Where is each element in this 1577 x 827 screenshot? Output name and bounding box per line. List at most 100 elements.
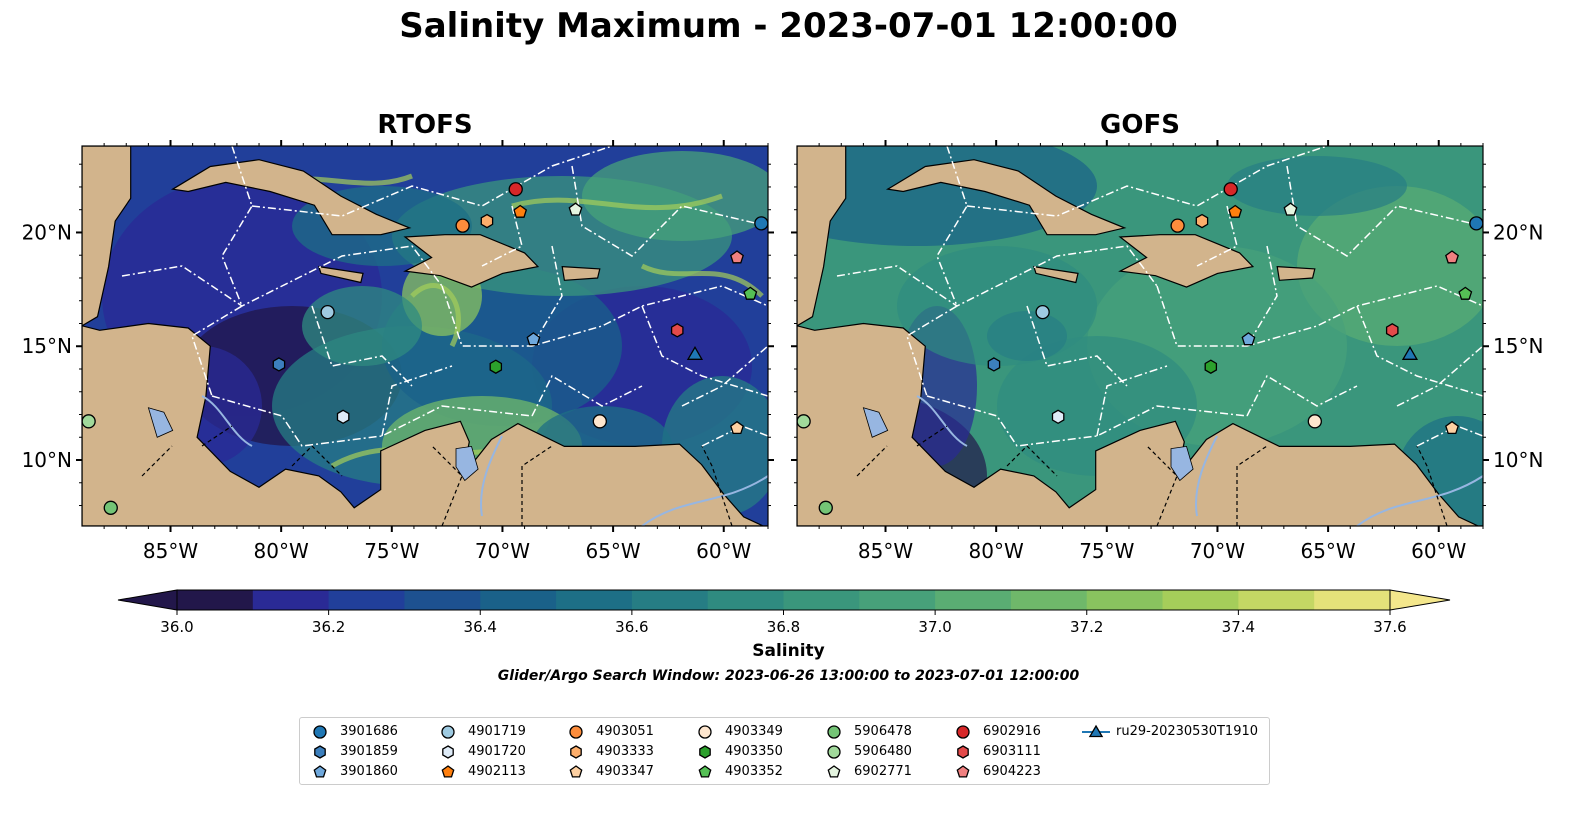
marker-4903350 bbox=[489, 359, 503, 374]
marker-3901860 bbox=[1241, 332, 1256, 346]
legend-marker bbox=[827, 745, 841, 759]
panel-title-rtofs: RTOFS bbox=[377, 110, 473, 140]
legend-marker bbox=[957, 745, 969, 759]
legend-marker bbox=[569, 765, 583, 778]
x-tick-label: 60°W bbox=[1411, 539, 1466, 563]
marker-4903333 bbox=[1195, 213, 1209, 229]
marker-4903333 bbox=[480, 213, 494, 229]
legend-label: 3901686 bbox=[340, 724, 398, 739]
marker-4903347 bbox=[730, 420, 744, 435]
colorbar-tick-label: 36.2 bbox=[312, 618, 345, 636]
legend-marker bbox=[827, 725, 841, 739]
marker-6902771 bbox=[1283, 202, 1298, 216]
x-tick-label: 85°W bbox=[858, 539, 913, 563]
x-tick-label: 80°W bbox=[254, 539, 309, 563]
legend-marker bbox=[956, 725, 970, 739]
legend-label: 6904223 bbox=[983, 764, 1041, 779]
y-tick-label: 20°N bbox=[1493, 220, 1543, 244]
marker-4901719 bbox=[1035, 304, 1050, 320]
map-panel-rtofs: 85°W 80°W 75°W 70°W 65°W 60°W 20°N 15°N 10°N bbox=[22, 140, 774, 563]
marker-4902113 bbox=[1228, 204, 1243, 218]
marker-4903051 bbox=[1170, 218, 1185, 233]
legend-label: 3901859 bbox=[340, 744, 398, 759]
legend-marker bbox=[570, 745, 582, 759]
marker-4903352 bbox=[743, 286, 758, 300]
marker-4903352 bbox=[1458, 286, 1473, 300]
legend: 3901686 3901859 3901860 4901719 4901720 49021… bbox=[299, 717, 1270, 785]
legend-label: 4903350 bbox=[725, 744, 783, 759]
x-tick-label: 85°W bbox=[143, 539, 198, 563]
marker-5906478 bbox=[818, 500, 833, 515]
colorbar-tick-label: 37.2 bbox=[1070, 618, 1103, 636]
marker-5906480 bbox=[797, 414, 811, 429]
legend-marker bbox=[314, 745, 326, 759]
marker-4901720 bbox=[1051, 409, 1065, 425]
marker-4902113 bbox=[513, 204, 528, 218]
legend-marker bbox=[442, 745, 454, 759]
legend-label: 4903333 bbox=[596, 744, 654, 759]
legend-label: 4901720 bbox=[468, 744, 526, 759]
marker-5906480 bbox=[82, 414, 96, 429]
legend-label: 6902771 bbox=[854, 764, 912, 779]
y-tick-label: 20°N bbox=[22, 220, 72, 244]
y-tick-label: 10°N bbox=[1493, 448, 1543, 472]
legend-label: 3901860 bbox=[340, 764, 398, 779]
legend-marker bbox=[699, 745, 711, 759]
legend-label: 5906478 bbox=[854, 724, 912, 739]
marker-6904223 bbox=[1445, 250, 1459, 264]
x-tick-label: 80°W bbox=[969, 539, 1024, 563]
colorbar-tick-label: 36.4 bbox=[464, 618, 497, 636]
marker-3901859 bbox=[272, 357, 286, 372]
marker-4903051 bbox=[455, 218, 470, 233]
legend-marker bbox=[827, 765, 841, 778]
x-tick-label: 75°W bbox=[1079, 539, 1134, 563]
legend-label: 4902113 bbox=[468, 764, 526, 779]
legend-label: 4901719 bbox=[468, 724, 526, 739]
marker-ru29-20230530t1910 bbox=[1401, 346, 1419, 360]
legend-label: 4903347 bbox=[596, 764, 654, 779]
map-panel-gofs: 85°W 80°W 75°W 70°W 65°W 60°W 20°N 15°N 10°N bbox=[791, 140, 1543, 563]
colorbar-tick-label: 36.0 bbox=[160, 618, 193, 636]
marker-6903111 bbox=[1385, 323, 1399, 338]
marker-3901686 bbox=[1469, 216, 1483, 231]
marker-4903349 bbox=[1307, 414, 1322, 429]
chart-title: Salinity Maximum - 2023-07-01 12:00:00 bbox=[399, 6, 1178, 46]
legend-label: 6903111 bbox=[983, 744, 1041, 759]
legend-marker bbox=[441, 765, 455, 778]
legend-marker bbox=[313, 725, 327, 739]
marker-6904223 bbox=[730, 250, 744, 264]
y-tick-label: 15°N bbox=[22, 334, 72, 358]
colorbar-tick-label: 37.4 bbox=[1222, 618, 1255, 636]
marker-ru29-20230530t1910 bbox=[686, 346, 704, 360]
search-window-note: Glider/Argo Search Window: 2023-06-26 13… bbox=[497, 668, 1080, 684]
marker-6902916 bbox=[1223, 182, 1238, 197]
legend-label: 4903051 bbox=[596, 724, 654, 739]
legend-marker bbox=[569, 725, 583, 739]
colorbar-tick-label: 36.8 bbox=[767, 618, 800, 636]
marker-4903350 bbox=[1204, 359, 1218, 374]
marker-4901719 bbox=[320, 304, 335, 320]
x-tick-label: 75°W bbox=[364, 539, 419, 563]
marker-6903111 bbox=[670, 323, 684, 338]
x-tick-label: 65°W bbox=[1300, 539, 1355, 563]
colorbar-tick-label: 36.6 bbox=[615, 618, 648, 636]
colorbar-tick-label: 37.0 bbox=[918, 618, 951, 636]
marker-3901859 bbox=[987, 357, 1001, 372]
marker-3901686 bbox=[754, 216, 768, 231]
legend-label: 4903352 bbox=[725, 764, 783, 779]
legend-label: 4903349 bbox=[725, 724, 783, 739]
legend-marker bbox=[1088, 724, 1104, 738]
legend-marker bbox=[698, 765, 712, 778]
marker-4903347 bbox=[1445, 420, 1459, 435]
x-tick-label: 65°W bbox=[585, 539, 640, 563]
legend-label: 5906480 bbox=[854, 744, 912, 759]
panel-title-gofs: GOFS bbox=[1100, 110, 1180, 140]
legend-marker bbox=[441, 725, 455, 739]
x-tick-label: 70°W bbox=[475, 539, 530, 563]
legend-label: ru29-20230530T1910 bbox=[1116, 724, 1259, 739]
legend-label: 6902916 bbox=[983, 724, 1041, 739]
colorbar-tick-label: 37.6 bbox=[1373, 618, 1406, 636]
marker-3901860 bbox=[526, 332, 541, 346]
colorbar-label: Salinity bbox=[752, 641, 825, 661]
marker-4903349 bbox=[592, 414, 607, 429]
